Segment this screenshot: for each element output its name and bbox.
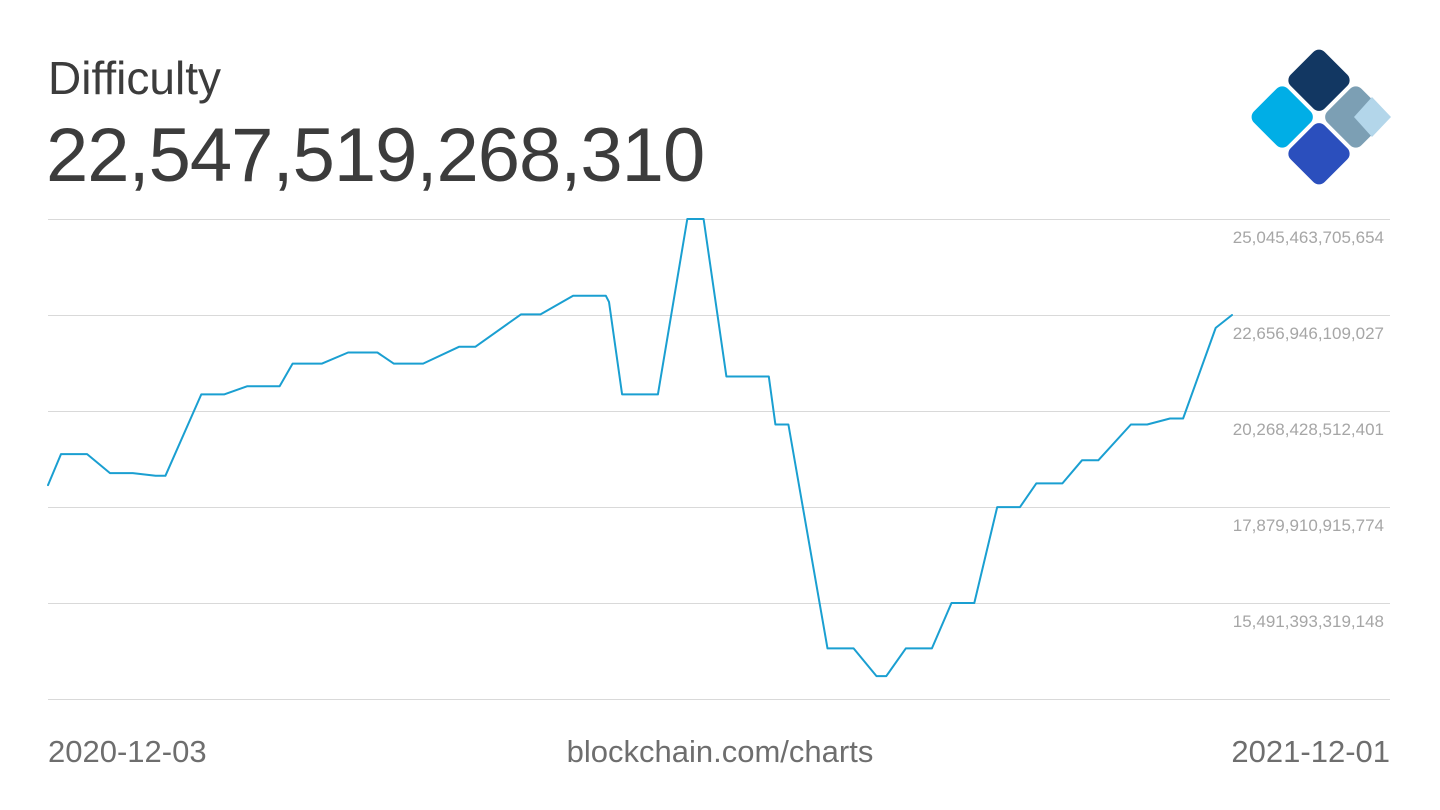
logo-corner-light bbox=[1354, 97, 1391, 137]
y-tick-label: 22,656,946,109,027 bbox=[1233, 324, 1384, 343]
end-date-label: 2021-12-01 bbox=[1231, 734, 1390, 769]
source-link[interactable]: blockchain.com/charts bbox=[566, 734, 874, 769]
current-difficulty-value: 22,547,519,268,310 bbox=[46, 113, 705, 198]
y-tick-label: 15,491,393,319,148 bbox=[1233, 612, 1384, 631]
grid-layer bbox=[48, 219, 1390, 700]
chart-title: Difficulty bbox=[48, 52, 221, 104]
start-date-label: 2020-12-03 bbox=[48, 734, 207, 769]
logo-square-blue bbox=[1288, 123, 1350, 185]
logo-square-dark bbox=[1288, 49, 1350, 111]
difficulty-series-line bbox=[47, 218, 1233, 678]
y-tick-labels: 25,045,463,705,654 22,656,946,109,027 20,2… bbox=[1233, 228, 1384, 631]
y-tick-label: 17,879,910,915,774 bbox=[1233, 516, 1384, 535]
y-tick-label: 25,045,463,705,654 bbox=[1233, 228, 1384, 247]
blockchain-logo-icon bbox=[1251, 49, 1391, 185]
logo-square-cyan bbox=[1251, 86, 1313, 148]
y-tick-label: 20,268,428,512,401 bbox=[1233, 420, 1384, 439]
